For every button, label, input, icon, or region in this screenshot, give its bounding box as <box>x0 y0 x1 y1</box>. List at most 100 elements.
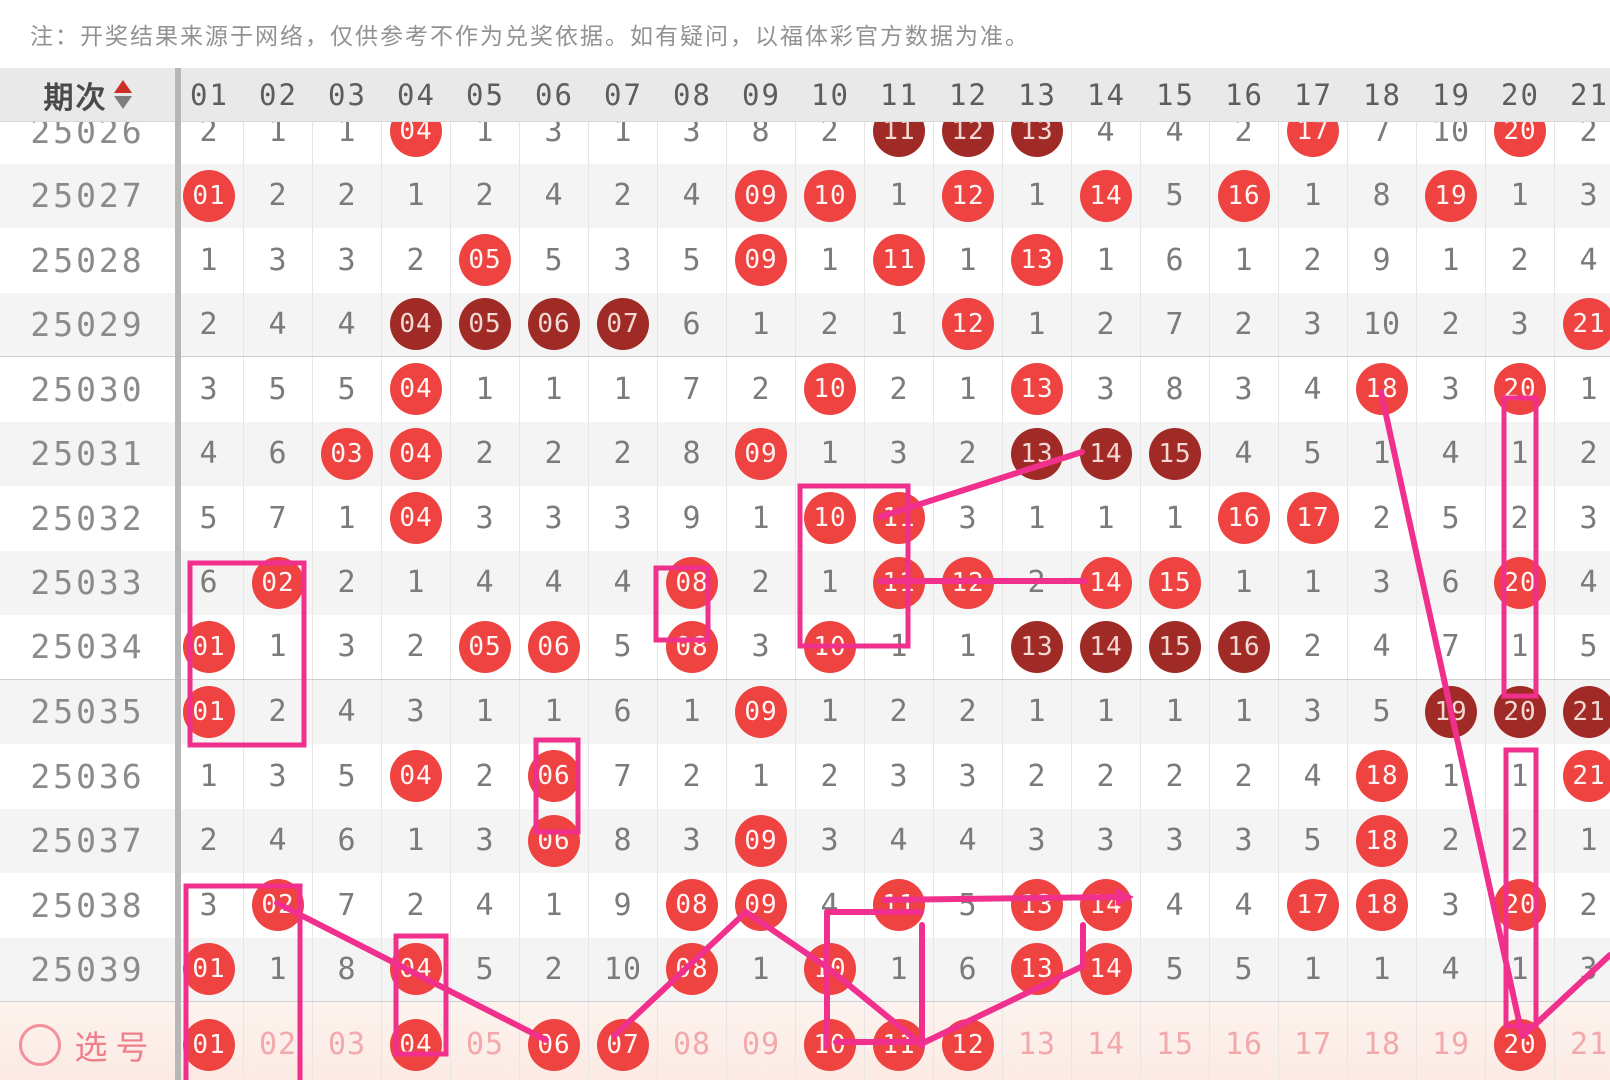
hit-ball: 01 <box>183 620 235 673</box>
consecutive-ball: 04 <box>390 298 442 351</box>
period-cell: 25030 <box>30 369 145 409</box>
cell: 4 <box>1348 615 1417 679</box>
cell: 2 <box>1003 744 1072 809</box>
select-number-cell[interactable]: 04 <box>382 1002 451 1080</box>
table-row: 25036 1 3 5 04 2 06 7 2 1 2 3 3 2 2 2 2 4 18 1 1 21 <box>0 744 1610 809</box>
cell: 2 <box>1555 122 1610 164</box>
cell: 8 <box>658 421 727 486</box>
cell: 6 <box>1417 550 1486 615</box>
cell: 15 <box>1141 421 1210 486</box>
cell: 2 <box>1486 808 1555 873</box>
hit-ball: 16 <box>1218 492 1270 545</box>
hit-ball[interactable]: 11 <box>873 1018 925 1071</box>
consecutive-ball: 14 <box>1080 427 1132 480</box>
select-number-cell[interactable]: 18 <box>1348 1002 1417 1080</box>
sort-icons <box>113 80 132 109</box>
cell: 10 <box>796 486 865 551</box>
cell: 5 <box>589 615 658 679</box>
select-number-cell[interactable]: 08 <box>658 1002 727 1080</box>
cell: 18 <box>1348 808 1417 873</box>
select-number-cell[interactable]: 07 <box>589 1002 658 1080</box>
column-header: 10 <box>811 77 850 112</box>
hit-ball[interactable]: 12 <box>942 1018 994 1071</box>
cell: 1 <box>796 550 865 615</box>
cell: 1 <box>1210 550 1279 615</box>
cell: 3 <box>313 615 382 679</box>
cell: 10 <box>796 357 865 422</box>
hit-ball: 08 <box>666 943 718 996</box>
hit-ball: 09 <box>735 169 787 222</box>
select-number-cell[interactable]: 19 <box>1417 1002 1486 1080</box>
consecutive-ball: 13 <box>1011 427 1063 480</box>
period-cell: 25029 <box>30 304 145 344</box>
cell: 11 <box>865 873 934 938</box>
cell: 3 <box>1141 808 1210 873</box>
select-number-cell[interactable]: 05 <box>451 1002 520 1080</box>
sort-asc-icon[interactable] <box>113 80 132 93</box>
select-number-cell[interactable]: 12 <box>934 1002 1003 1080</box>
select-number-cell[interactable]: 20 <box>1486 1002 1555 1080</box>
hit-ball: 10 <box>804 363 856 416</box>
select-number-cell[interactable]: 11 <box>865 1002 934 1080</box>
select-number-cell[interactable]: 03 <box>313 1002 382 1080</box>
select-number-cell[interactable]: 02 <box>244 1002 313 1080</box>
period-sort-header[interactable]: 期次 <box>0 68 175 121</box>
hit-ball: 06 <box>528 750 580 803</box>
hit-ball[interactable]: 01 <box>183 1018 235 1071</box>
select-number-cell[interactable]: 10 <box>796 1002 865 1080</box>
cell: 10 <box>796 615 865 679</box>
hit-ball: 18 <box>1356 750 1408 803</box>
cell: 05 <box>451 615 520 679</box>
select-number-cell[interactable]: 01 <box>175 1002 244 1080</box>
select-number-cell[interactable]: 21 <box>1555 1002 1610 1080</box>
select-circle-icon[interactable] <box>18 1023 61 1066</box>
select-number-cell[interactable]: 16 <box>1210 1002 1279 1080</box>
cell: 3 <box>934 486 1003 551</box>
cell: 1 <box>589 122 658 164</box>
select-number-cell[interactable]: 17 <box>1279 1002 1348 1080</box>
cell: 2 <box>1072 744 1141 809</box>
cell: 2 <box>1210 744 1279 809</box>
column-header: 04 <box>397 77 436 112</box>
hit-ball: 02 <box>252 879 304 932</box>
select-number-cell[interactable]: 09 <box>727 1002 796 1080</box>
cell: 3 <box>175 357 244 422</box>
cell: 3 <box>1417 357 1486 422</box>
cell: 7 <box>1417 615 1486 679</box>
cell: 5 <box>1210 937 1279 1001</box>
cell: 2 <box>1003 550 1072 615</box>
cell: 3 <box>1003 808 1072 873</box>
cell: 5 <box>520 228 589 293</box>
cell: 19 <box>1417 679 1486 744</box>
period-cell: 25027 <box>30 176 145 216</box>
hit-ball[interactable]: 04 <box>390 1018 442 1071</box>
select-number-cell[interactable]: 14 <box>1072 1002 1141 1080</box>
cell: 1 <box>727 486 796 551</box>
cell: 1 <box>1486 744 1555 809</box>
hit-ball: 13 <box>1011 943 1063 996</box>
hit-ball[interactable]: 20 <box>1494 1018 1546 1071</box>
cell: 2 <box>589 421 658 486</box>
select-number-cell[interactable]: 13 <box>1003 1002 1072 1080</box>
sort-desc-icon[interactable] <box>113 96 132 109</box>
select-number-cell[interactable]: 15 <box>1141 1002 1210 1080</box>
column-header: 03 <box>328 77 367 112</box>
cell: 1 <box>1348 421 1417 486</box>
cell: 1 <box>796 228 865 293</box>
hit-ball[interactable]: 10 <box>804 1018 856 1071</box>
cell: 3 <box>1555 938 1610 1002</box>
cell: 2 <box>1141 744 1210 809</box>
hit-ball[interactable]: 07 <box>597 1018 649 1071</box>
cell: 17 <box>1279 122 1348 164</box>
hit-ball: 03 <box>321 427 373 480</box>
cell: 1 <box>520 357 589 422</box>
cell: 1 <box>1486 615 1555 679</box>
cell: 10 <box>1348 292 1417 356</box>
cell: 2 <box>382 873 451 938</box>
hit-ball[interactable]: 06 <box>528 1018 580 1071</box>
cell: 1 <box>1279 937 1348 1001</box>
cell: 17 <box>1279 486 1348 551</box>
select-number-cell[interactable]: 06 <box>520 1002 589 1080</box>
cell: 3 <box>934 744 1003 809</box>
period-cell: 25028 <box>30 240 145 280</box>
